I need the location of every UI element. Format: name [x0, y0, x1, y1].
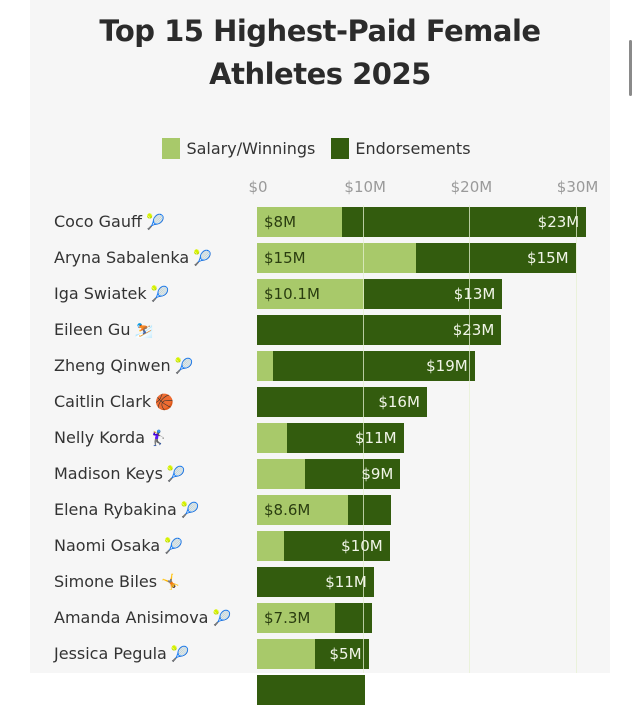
skier-icon: ⛷️	[134, 321, 154, 339]
athlete-name: Aryna Sabalenka	[54, 248, 190, 267]
salary-value-label: $15M	[264, 249, 306, 267]
endorsement-value-label: $5M	[329, 645, 362, 663]
athlete-name: Iga Swiatek	[54, 284, 147, 303]
athlete-label: Nelly Korda 🏌️‍♀️	[54, 423, 168, 453]
salary-value-label: $8M	[264, 213, 297, 231]
athlete-name: Amanda Anisimova	[54, 608, 209, 627]
bar-segment-endorsements	[304, 459, 401, 489]
athlete-label: Coco Gauff 🎾	[54, 207, 165, 237]
tennis-ball-icon: 🎾	[164, 537, 183, 555]
bar-segment-endorsements	[334, 603, 372, 633]
athlete-name: Elena Rybakina	[54, 500, 177, 519]
bar-segment-salary	[257, 351, 273, 381]
athlete-name: Nelly Korda	[54, 428, 145, 447]
bar-segment-endorsements	[283, 531, 390, 561]
athlete-label: Aryna Sabalenka 🎾	[54, 243, 212, 273]
endorsement-value-label: $16M	[378, 393, 420, 411]
athlete-name: Zheng Qinwen	[54, 356, 171, 375]
athlete-label: Simone Biles 🤸	[54, 567, 180, 597]
gridline	[576, 205, 577, 673]
endorsement-value-label: $19M	[426, 357, 468, 375]
athlete-label: Caitlin Clark 🏀	[54, 387, 174, 417]
tennis-ball-icon: 🎾	[212, 609, 232, 627]
salary-value-label: $7.3M	[264, 609, 311, 627]
tennis-ball-icon: 🎾	[193, 249, 212, 267]
athlete-name: Eileen Gu	[54, 320, 131, 339]
legend-item-endorsements: Endorsements	[331, 138, 471, 159]
bar-segment-endorsements	[364, 279, 503, 309]
salary-value-label: $10.1M	[264, 285, 320, 303]
endorsement-value-label: $15M	[527, 249, 569, 267]
salary-value-label: $8.6M	[264, 501, 311, 519]
athlete-name: Jessica Pegula	[54, 644, 167, 663]
golfer-icon: 🏌️‍♀️	[149, 429, 168, 447]
tennis-ball-icon: 🎾	[166, 465, 186, 483]
bar-segment-salary	[257, 495, 349, 525]
endorsement-value-label: $11M	[354, 429, 397, 447]
athlete-label: Elena Rybakina 🎾	[54, 495, 199, 525]
athlete-label: Jessica Pegula 🎾	[54, 639, 190, 669]
tennis-ball-icon: 🎾	[150, 285, 170, 303]
legend-item-salary: Salary/Winnings	[162, 138, 315, 159]
bar-segment-endorsements	[272, 351, 475, 381]
x-tick-label: $0	[248, 178, 268, 196]
chart-title-line-1: Top 15 Highest-Paid Female	[99, 14, 541, 48]
bar-segment-truncated	[257, 675, 365, 705]
endorsement-value-label: $9M	[361, 465, 394, 483]
bar-segment-salary	[257, 243, 417, 273]
athlete-label: Amanda Anisimova 🎾	[54, 603, 231, 633]
bar-segment-endorsements	[286, 423, 404, 453]
athlete-name: Caitlin Clark	[54, 392, 152, 411]
athlete-label: Iga Swiatek 🎾	[54, 279, 169, 309]
endorsement-value-label: $11M	[325, 573, 367, 591]
tennis-ball-icon: 🎾	[170, 645, 190, 663]
gridline	[469, 205, 470, 673]
x-tick-label: $30M	[556, 178, 599, 196]
athlete-name: Simone Biles	[54, 572, 158, 591]
bar-segment-salary	[257, 207, 342, 237]
athlete-label: Madison Keys 🎾	[54, 459, 186, 489]
legend: Salary/Winnings Endorsements	[0, 138, 633, 159]
bar-segment-endorsements	[257, 315, 502, 345]
x-tick-label: $10M	[344, 178, 386, 196]
bar-segment-salary	[257, 531, 284, 561]
bar-segment-salary	[257, 423, 287, 453]
bar-segment-endorsements	[257, 567, 374, 597]
legend-label-salary: Salary/Winnings	[186, 139, 316, 158]
tennis-ball-icon: 🎾	[146, 213, 165, 231]
bar-segment-salary	[257, 639, 316, 669]
athlete-label: Naomi Osaka 🎾	[54, 531, 183, 561]
legend-label-endorsements: Endorsements	[355, 139, 471, 158]
bar-segment-salary	[257, 603, 335, 633]
athlete-label: Eileen Gu ⛷️	[54, 315, 153, 345]
bar-segment-endorsements	[341, 207, 587, 237]
athlete-name: Coco Gauff	[54, 212, 142, 231]
endorsement-value-label: $10M	[341, 537, 383, 555]
bar-segment-salary	[257, 279, 365, 309]
bar-segment-endorsements	[315, 639, 369, 669]
legend-swatch-endorsements	[331, 138, 350, 159]
bar-segment-endorsements	[348, 495, 391, 525]
basketball-icon: 🏀	[155, 393, 174, 411]
legend-swatch-salary	[162, 138, 181, 159]
x-tick-label: $20M	[450, 178, 493, 196]
gridline	[363, 205, 364, 673]
athlete-label: Zheng Qinwen 🎾	[54, 351, 193, 381]
gymnast-icon: 🤸	[161, 573, 180, 591]
bar-segment-endorsements	[257, 387, 427, 417]
endorsement-value-label: $23M	[537, 213, 580, 231]
tennis-ball-icon: 🎾	[174, 357, 194, 375]
bar-segment-salary	[257, 459, 305, 489]
endorsement-value-label: $13M	[453, 285, 496, 303]
bar-segment-endorsements	[416, 243, 576, 273]
tennis-ball-icon: 🎾	[180, 501, 200, 519]
scrollbar-thumb[interactable]	[629, 40, 632, 96]
endorsement-value-label: $23M	[452, 321, 495, 339]
athlete-name: Madison Keys	[54, 464, 163, 483]
athlete-name: Naomi Osaka	[54, 536, 161, 555]
chart-title-line-2: Athletes 2025	[209, 57, 431, 91]
